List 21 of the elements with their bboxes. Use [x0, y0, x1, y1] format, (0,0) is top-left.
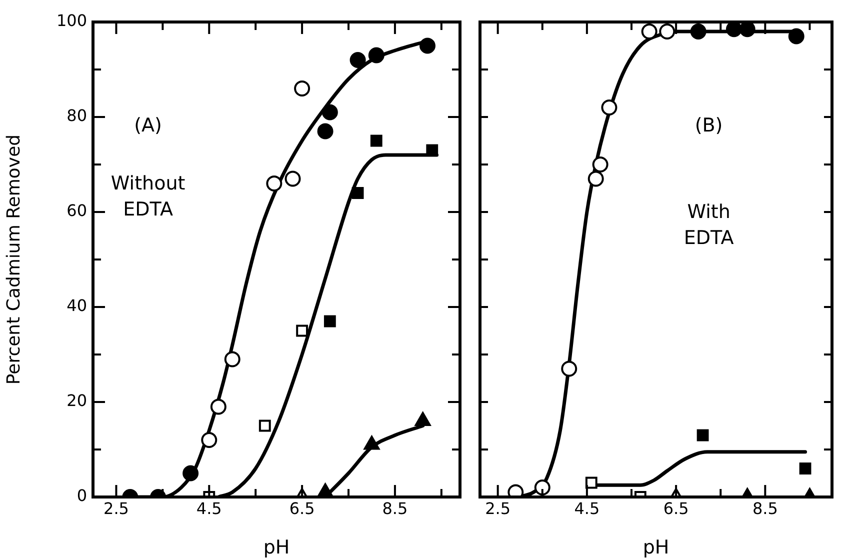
x-tick-label: 2.5 [485, 498, 511, 518]
annotation: (A) [134, 114, 162, 136]
y-tick-label: 100 [56, 11, 87, 30]
x-tick-label: 8.5 [382, 498, 408, 518]
y-tick-label: 40 [66, 296, 87, 316]
x-tick-label: 6.5 [289, 498, 315, 518]
x-tick-label: 2.5 [104, 498, 129, 518]
x-tick-label: 4.5 [196, 498, 222, 518]
x-axis-title: pH [642, 536, 670, 559]
y-tick-label: 80 [66, 106, 87, 126]
annotation: Without EDTA [110, 172, 186, 221]
annotation: (B) [694, 114, 723, 136]
y-axis-title: Percent Cadmium Removed [3, 134, 24, 385]
x-axis-title: pH [263, 536, 290, 559]
x-tick-label: 6.5 [663, 498, 689, 518]
x-tick-label: 8.5 [752, 498, 778, 518]
annotation: With EDTA [684, 201, 734, 250]
y-tick-label: 0 [76, 486, 87, 506]
y-tick-label: 20 [66, 391, 87, 410]
x-tick-label: 4.5 [574, 498, 600, 518]
y-tick-label: 60 [66, 201, 87, 220]
